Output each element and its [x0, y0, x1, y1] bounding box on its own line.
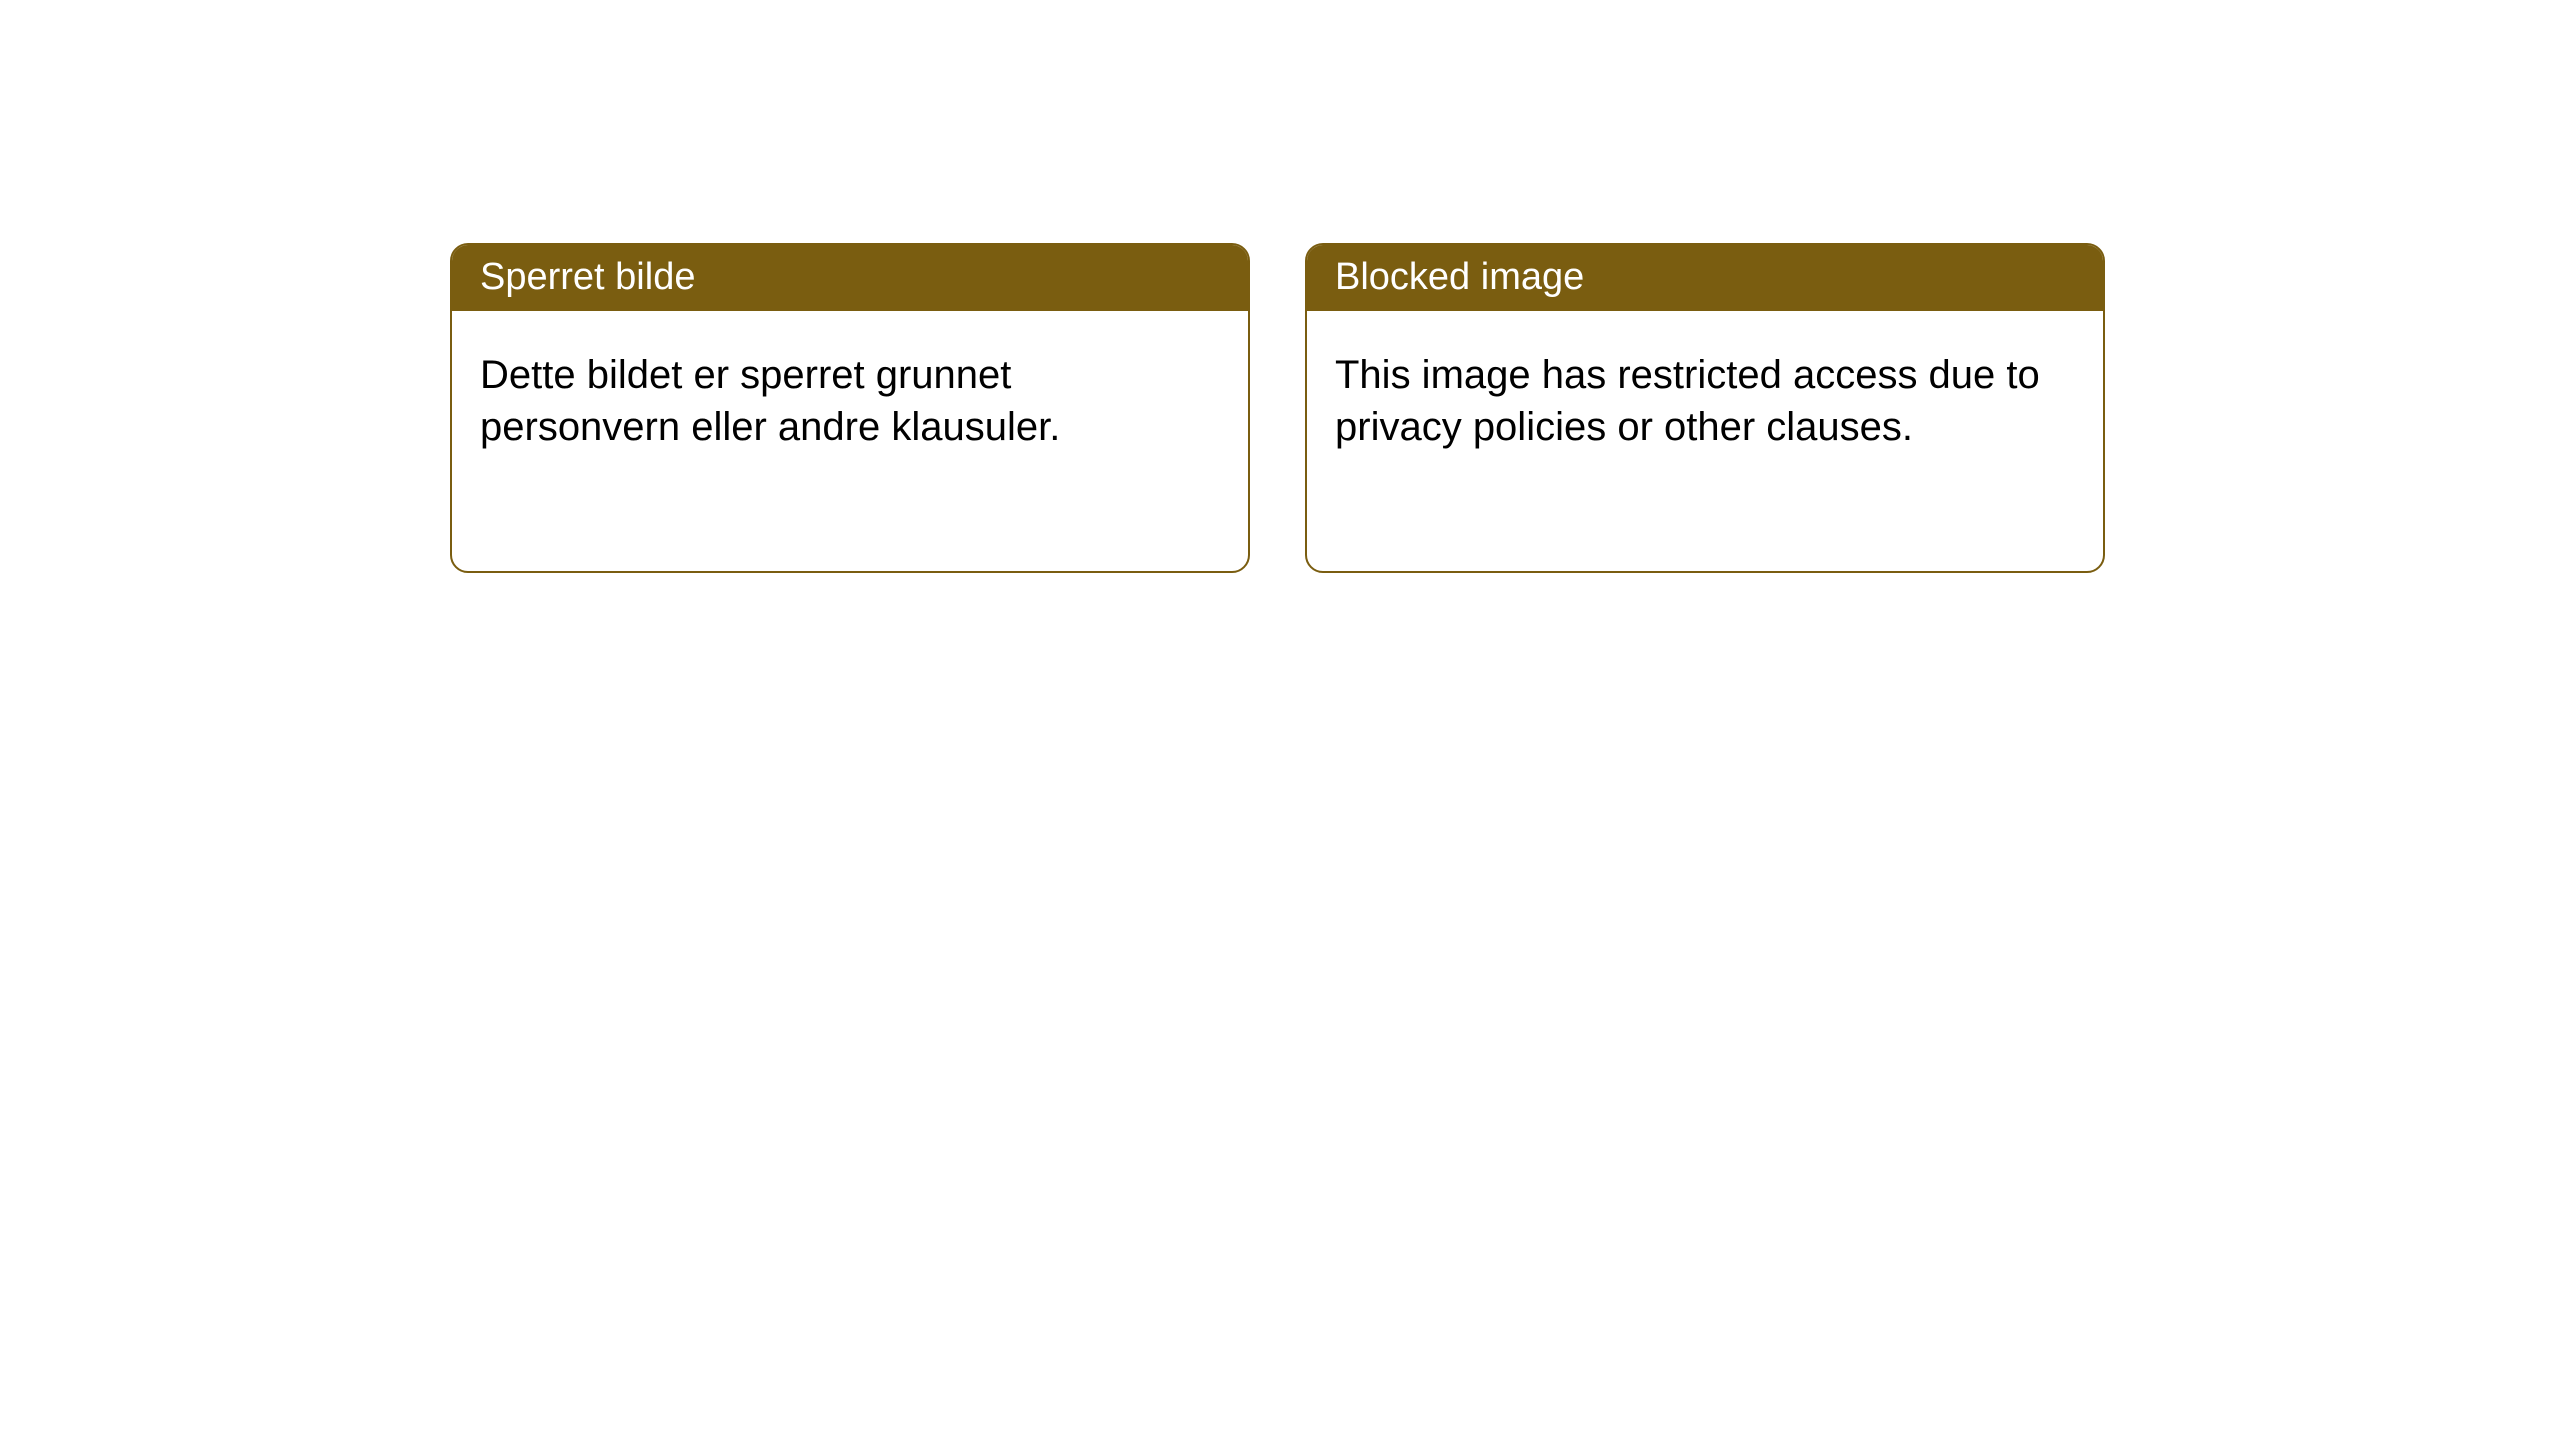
card-header-en: Blocked image — [1307, 245, 2103, 311]
card-body-text-en: This image has restricted access due to … — [1335, 353, 2040, 449]
cards-container: Sperret bilde Dette bildet er sperret gr… — [450, 243, 2105, 573]
blocked-image-card-en: Blocked image This image has restricted … — [1305, 243, 2105, 573]
card-body-text-no: Dette bildet er sperret grunnet personve… — [480, 353, 1060, 449]
card-body-en: This image has restricted access due to … — [1307, 311, 2103, 491]
card-title-en: Blocked image — [1335, 256, 1584, 298]
card-body-no: Dette bildet er sperret grunnet personve… — [452, 311, 1248, 491]
card-title-no: Sperret bilde — [480, 256, 695, 298]
blocked-image-card-no: Sperret bilde Dette bildet er sperret gr… — [450, 243, 1250, 573]
card-header-no: Sperret bilde — [452, 245, 1248, 311]
